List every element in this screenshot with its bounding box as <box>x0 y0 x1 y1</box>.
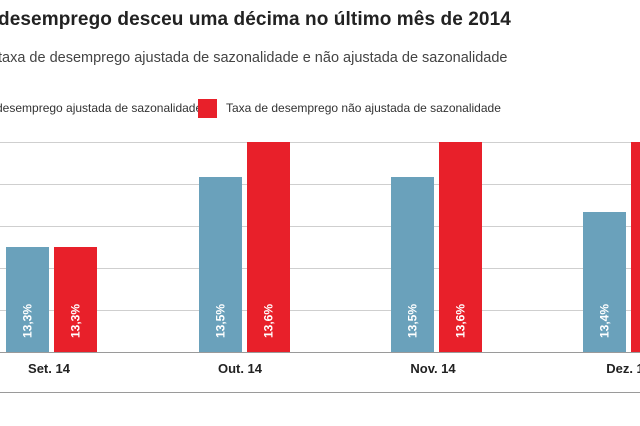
legend: desemprego ajustada de sazonalidade Taxa… <box>0 98 640 118</box>
bar-seasonal <box>199 177 242 352</box>
legend-swatch-nonseasonal <box>198 98 217 118</box>
bar-seasonal <box>391 177 434 352</box>
category-label: Set. 14 <box>28 361 71 376</box>
legend-item-nonseasonal: Taxa de desemprego não ajustada de sazon… <box>198 98 501 118</box>
bar-seasonal <box>6 247 49 352</box>
data-label: 13,6% <box>262 304 276 338</box>
category-label: Nov. 14 <box>410 361 456 376</box>
bar-nonseasonal <box>54 247 97 352</box>
data-label: 13,4% <box>598 304 612 338</box>
data-label: 13,3% <box>69 304 83 338</box>
chart-subtitle: taxa de desemprego ajustada de sazonalid… <box>0 50 508 66</box>
data-label: 13,5% <box>406 304 420 338</box>
data-label: 13,5% <box>214 304 228 338</box>
bar-seasonal <box>583 212 626 352</box>
chart-title: desemprego desceu uma décima no último m… <box>0 9 511 30</box>
legend-item-seasonal: desemprego ajustada de sazonalidade <box>0 98 202 118</box>
data-label: 13,3% <box>21 304 35 338</box>
data-label: 13,6% <box>454 304 468 338</box>
bar-nonseasonal <box>439 142 482 352</box>
legend-label-nonseasonal: Taxa de desemprego não ajustada de sazon… <box>226 101 501 115</box>
category-label: Dez. 1 <box>606 361 640 376</box>
legend-label-seasonal: desemprego ajustada de sazonalidade <box>0 101 203 115</box>
bar-nonseasonal <box>631 142 640 352</box>
category-label: Out. 14 <box>218 361 263 376</box>
bar-nonseasonal <box>247 142 290 352</box>
